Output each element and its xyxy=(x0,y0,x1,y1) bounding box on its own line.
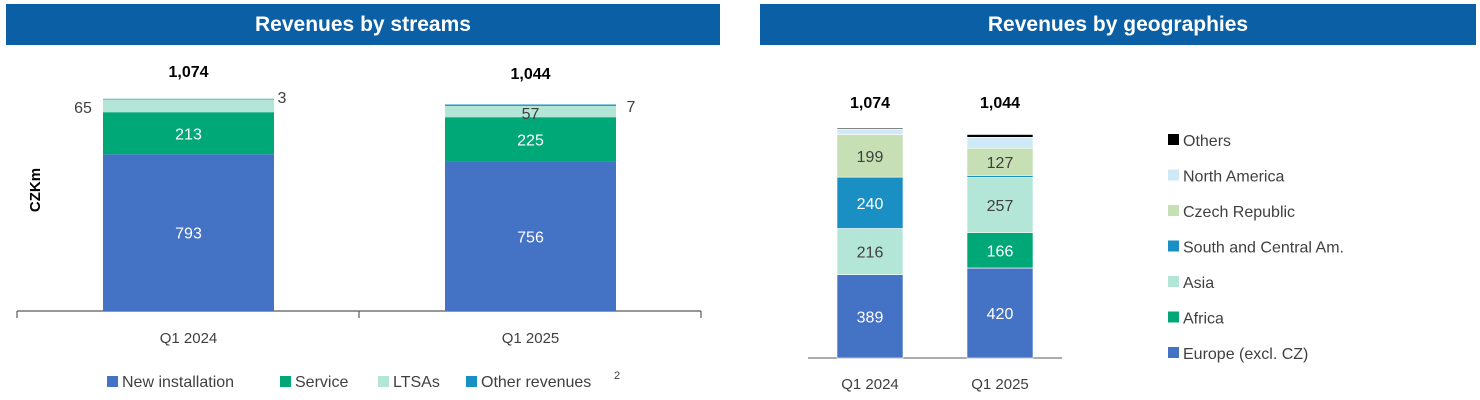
bar-others-q1-2024 xyxy=(836,127,904,130)
bar-asia-q1-2024 xyxy=(836,228,904,276)
bar-others-q1-2025 xyxy=(966,134,1034,138)
bar-south-and-central-am-q1-2025 xyxy=(966,175,1034,178)
legend-label-other-revenues: Other revenues xyxy=(481,374,591,391)
streams-panel-title: Revenues by streams xyxy=(6,4,720,45)
bar-ltsas-q1-2024 xyxy=(103,99,274,113)
legend-swatch-asia xyxy=(1168,276,1179,287)
total-label: 1,044 xyxy=(510,66,550,83)
total-label: 1,074 xyxy=(850,95,890,112)
x-tick-label: Q1 2024 xyxy=(841,376,899,393)
legend-label-service: Service xyxy=(295,374,348,391)
bar-asia-q1-2025 xyxy=(966,177,1034,233)
data-label-asia: 216 xyxy=(857,245,884,262)
legend-swatch-others xyxy=(1168,134,1179,145)
data-label-service: 213 xyxy=(175,126,202,143)
bar-north-america-q1-2025 xyxy=(966,137,1034,149)
bar-new-installation-q1-2025 xyxy=(445,161,616,311)
legend-swatch-service xyxy=(280,376,291,387)
bar-czech-republic-q1-2025 xyxy=(966,147,1034,176)
data-label-new-installation: 793 xyxy=(175,226,202,243)
legend-swatch-north-america xyxy=(1168,169,1179,181)
bar-ltsas-q1-2025 xyxy=(445,105,616,118)
legend-swatch-new-installation xyxy=(107,376,118,387)
x-tick-label: Q1 2025 xyxy=(971,376,1029,393)
legend-label-europe-excl-cz: Europe (excl. CZ) xyxy=(1183,346,1308,363)
bar-north-america-q1-2024 xyxy=(836,128,904,135)
data-label-new-installation: 756 xyxy=(517,229,544,246)
bar-other-revenues-q1-2025 xyxy=(445,104,616,106)
data-label-ltsas: 57 xyxy=(522,106,540,123)
data-label-other-revenues: 7 xyxy=(627,99,636,116)
legend-swatch-czech-republic xyxy=(1168,205,1179,216)
data-label-ltsas: 65 xyxy=(74,100,92,117)
legend-label-new-installation: New installation xyxy=(122,374,234,391)
legend-label-ltsas: LTSAs xyxy=(393,374,440,391)
data-label-asia: 257 xyxy=(987,198,1014,215)
data-label-other-revenues: 3 xyxy=(278,90,287,107)
bar-europe-excl-cz-q1-2025 xyxy=(966,267,1034,359)
legend-swatch-ltsas xyxy=(378,376,389,387)
data-label-south-and-central-am: 240 xyxy=(857,196,884,213)
legend-swatch-africa xyxy=(1168,311,1179,323)
bar-service-q1-2025 xyxy=(445,117,616,162)
data-label-czech-republic: 127 xyxy=(987,155,1014,172)
legend-label-czech-republic: Czech Republic xyxy=(1183,204,1295,221)
data-label-czech-republic: 199 xyxy=(857,149,884,166)
data-label-europe-excl-cz: 389 xyxy=(857,309,884,326)
geographies-panel-title: Revenues by geographies xyxy=(760,4,1476,45)
legend-label-africa: Africa xyxy=(1183,311,1224,328)
bar-other-revenues-q1-2024 xyxy=(103,98,274,100)
bar-south-and-central-am-q1-2024 xyxy=(836,176,904,229)
legend-superscript: 2 xyxy=(614,370,620,382)
total-label: 1,074 xyxy=(168,64,208,81)
legend-swatch-europe-excl-cz xyxy=(1168,347,1179,358)
data-label-service: 225 xyxy=(517,132,544,149)
bar-czech-republic-q1-2024 xyxy=(836,134,904,178)
data-label-africa: 166 xyxy=(987,243,1014,260)
bar-new-installation-q1-2024 xyxy=(103,154,274,311)
bar-europe-excl-cz-q1-2024 xyxy=(836,274,904,359)
bar-africa-q1-2025 xyxy=(966,232,1034,269)
y-axis-label: CZKm xyxy=(27,168,44,212)
legend-swatch-south-and-central-am xyxy=(1168,240,1179,252)
legend-label-others: Others xyxy=(1183,133,1231,150)
legend-swatch-other-revenues xyxy=(466,376,477,387)
x-tick-label: Q1 2024 xyxy=(160,330,218,347)
data-label-europe-excl-cz: 420 xyxy=(987,306,1014,323)
legend-label-asia: Asia xyxy=(1183,275,1214,292)
bar-service-q1-2024 xyxy=(103,112,274,155)
legend-label-north-america: North America xyxy=(1183,169,1284,186)
total-label: 1,044 xyxy=(980,95,1020,112)
x-tick-label: Q1 2025 xyxy=(502,330,560,347)
legend-label-south-and-central-am: South and Central Am. xyxy=(1183,240,1344,257)
